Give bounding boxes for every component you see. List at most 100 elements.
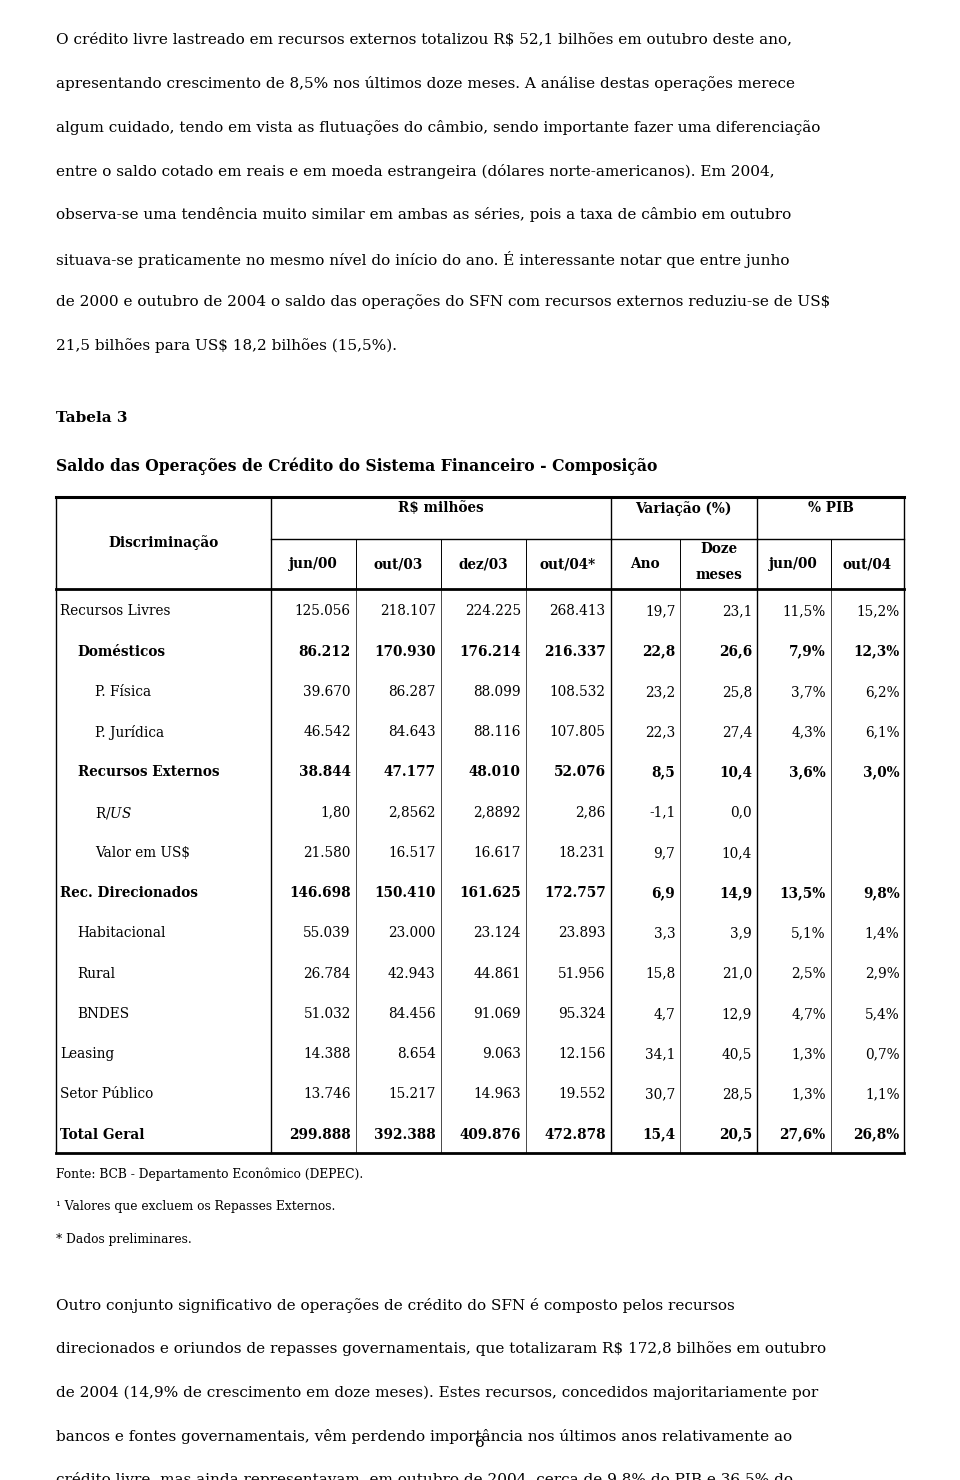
Text: 22,3: 22,3 <box>645 725 675 739</box>
Text: 28,5: 28,5 <box>722 1088 752 1101</box>
Text: Tabela 3: Tabela 3 <box>56 411 127 425</box>
Text: Domésticos: Domésticos <box>78 645 166 659</box>
Text: Leasing: Leasing <box>60 1048 115 1061</box>
Text: 13,5%: 13,5% <box>780 887 826 900</box>
Text: 44.861: 44.861 <box>473 966 520 981</box>
Text: out/04*: out/04* <box>540 556 596 571</box>
Text: out/03: out/03 <box>373 556 422 571</box>
Text: 3,7%: 3,7% <box>791 685 826 699</box>
Text: 3,6%: 3,6% <box>789 765 826 780</box>
Text: apresentando crescimento de 8,5% nos últimos doze meses. A análise destas operaç: apresentando crescimento de 8,5% nos últ… <box>56 75 795 92</box>
Text: 268.413: 268.413 <box>549 604 606 619</box>
Text: 27,6%: 27,6% <box>780 1128 826 1141</box>
Text: 6,2%: 6,2% <box>865 685 900 699</box>
Text: 172.757: 172.757 <box>544 887 606 900</box>
Text: 14,9: 14,9 <box>719 887 752 900</box>
Text: 26.784: 26.784 <box>303 966 350 981</box>
Text: 9.063: 9.063 <box>482 1048 520 1061</box>
Text: 1,3%: 1,3% <box>791 1088 826 1101</box>
Text: 224.225: 224.225 <box>465 604 520 619</box>
Text: 6,9: 6,9 <box>652 887 675 900</box>
Text: 1,1%: 1,1% <box>865 1088 900 1101</box>
Text: observa-se uma tendência muito similar em ambas as séries, pois a taxa de câmbio: observa-se uma tendência muito similar e… <box>56 207 791 222</box>
Text: 299.888: 299.888 <box>289 1128 350 1141</box>
Text: Saldo das Operações de Crédito do Sistema Financeiro - Composição: Saldo das Operações de Crédito do Sistem… <box>56 457 657 475</box>
Text: 4,7%: 4,7% <box>791 1006 826 1021</box>
Text: O crédito livre lastreado em recursos externos totalizou R$ 52,1 bilhões em outu: O crédito livre lastreado em recursos ex… <box>56 33 792 46</box>
Text: 3,0%: 3,0% <box>863 765 900 780</box>
Text: Total Geral: Total Geral <box>60 1128 145 1141</box>
Text: 409.876: 409.876 <box>459 1128 520 1141</box>
Text: 0,7%: 0,7% <box>865 1048 900 1061</box>
Text: 2,86: 2,86 <box>575 805 606 820</box>
Text: 7,9%: 7,9% <box>789 645 826 659</box>
Text: 42.943: 42.943 <box>388 966 436 981</box>
Text: bancos e fontes governamentais, vêm perdendo importância nos últimos anos relati: bancos e fontes governamentais, vêm perd… <box>56 1428 792 1444</box>
Text: R$/US$: R$/US$ <box>95 805 132 820</box>
Text: 23.124: 23.124 <box>473 926 520 940</box>
Text: 8,5: 8,5 <box>652 765 675 780</box>
Text: 21,5 bilhões para US$ 18,2 bilhões (15,5%).: 21,5 bilhões para US$ 18,2 bilhões (15,5… <box>56 339 396 354</box>
Text: 19.552: 19.552 <box>558 1088 606 1101</box>
Text: 23,2: 23,2 <box>645 685 675 699</box>
Text: 9,8%: 9,8% <box>863 887 900 900</box>
Text: 25,8: 25,8 <box>722 685 752 699</box>
Text: 146.698: 146.698 <box>289 887 350 900</box>
Text: Variação (%): Variação (%) <box>636 502 732 517</box>
Text: 51.956: 51.956 <box>558 966 606 981</box>
Text: 40,5: 40,5 <box>722 1048 752 1061</box>
Text: 12.156: 12.156 <box>559 1048 606 1061</box>
Text: 95.324: 95.324 <box>558 1006 606 1021</box>
Text: 30,7: 30,7 <box>645 1088 675 1101</box>
Text: 38.844: 38.844 <box>299 765 350 780</box>
Text: Setor Público: Setor Público <box>60 1088 154 1101</box>
Text: Recursos Externos: Recursos Externos <box>78 765 219 780</box>
Text: 18.231: 18.231 <box>559 847 606 860</box>
Text: Recursos Livres: Recursos Livres <box>60 604 171 619</box>
Text: ¹ Valores que excluem os Repasses Externos.: ¹ Valores que excluem os Repasses Extern… <box>56 1200 335 1214</box>
Text: 23.000: 23.000 <box>389 926 436 940</box>
Text: Valor em US$: Valor em US$ <box>95 847 190 860</box>
Text: situava-se praticamente no mesmo nível do início do ano. É interessante notar qu: situava-se praticamente no mesmo nível d… <box>56 250 789 268</box>
Text: direcionados e oriundos de repasses governamentais, que totalizaram R$ 172,8 bil: direcionados e oriundos de repasses gove… <box>56 1341 826 1356</box>
Text: 150.410: 150.410 <box>374 887 436 900</box>
Text: 11,5%: 11,5% <box>782 604 826 619</box>
Text: 39.670: 39.670 <box>303 685 350 699</box>
Text: 84.643: 84.643 <box>388 725 436 739</box>
Text: -1,1: -1,1 <box>649 805 675 820</box>
Text: R$ milhões: R$ milhões <box>397 502 484 515</box>
Text: de 2004 (14,9% de crescimento em doze meses). Estes recursos, concedidos majorit: de 2004 (14,9% de crescimento em doze me… <box>56 1385 818 1400</box>
Text: 16.517: 16.517 <box>389 847 436 860</box>
Text: 15,8: 15,8 <box>645 966 675 981</box>
Text: % PIB: % PIB <box>807 502 853 515</box>
Text: 107.805: 107.805 <box>550 725 606 739</box>
Text: 8.654: 8.654 <box>396 1048 436 1061</box>
Text: 13.746: 13.746 <box>303 1088 350 1101</box>
Text: 12,3%: 12,3% <box>853 645 900 659</box>
Text: entre o saldo cotado em reais e em moeda estrangeira (dólares norte-americanos).: entre o saldo cotado em reais e em moeda… <box>56 163 775 179</box>
Text: 108.532: 108.532 <box>550 685 606 699</box>
Text: P. Física: P. Física <box>95 685 151 699</box>
Text: 176.214: 176.214 <box>459 645 520 659</box>
Text: 170.930: 170.930 <box>374 645 436 659</box>
Text: 9,7: 9,7 <box>654 847 675 860</box>
Text: 26,8%: 26,8% <box>853 1128 900 1141</box>
Text: 91.069: 91.069 <box>473 1006 520 1021</box>
Text: 34,1: 34,1 <box>645 1048 675 1061</box>
Text: P. Jurídica: P. Jurídica <box>95 725 164 740</box>
Text: 1,3%: 1,3% <box>791 1048 826 1061</box>
Text: 23.893: 23.893 <box>558 926 606 940</box>
Text: Fonte: BCB - Departamento Econômico (DEPEC).: Fonte: BCB - Departamento Econômico (DEP… <box>56 1168 363 1181</box>
Text: 6: 6 <box>475 1437 485 1450</box>
Text: out/04: out/04 <box>843 556 892 571</box>
Text: 16.617: 16.617 <box>473 847 520 860</box>
Text: 20,5: 20,5 <box>719 1128 752 1141</box>
Text: 4,3%: 4,3% <box>791 725 826 739</box>
Text: 2,5%: 2,5% <box>791 966 826 981</box>
Text: Rural: Rural <box>78 966 116 981</box>
Text: 1,4%: 1,4% <box>865 926 900 940</box>
Text: 10,4: 10,4 <box>719 765 752 780</box>
Text: 46.542: 46.542 <box>303 725 350 739</box>
Text: 216.337: 216.337 <box>544 645 606 659</box>
Text: Outro conjunto significativo de operações de crédito do SFN é composto pelos rec: Outro conjunto significativo de operaçõe… <box>56 1298 734 1313</box>
